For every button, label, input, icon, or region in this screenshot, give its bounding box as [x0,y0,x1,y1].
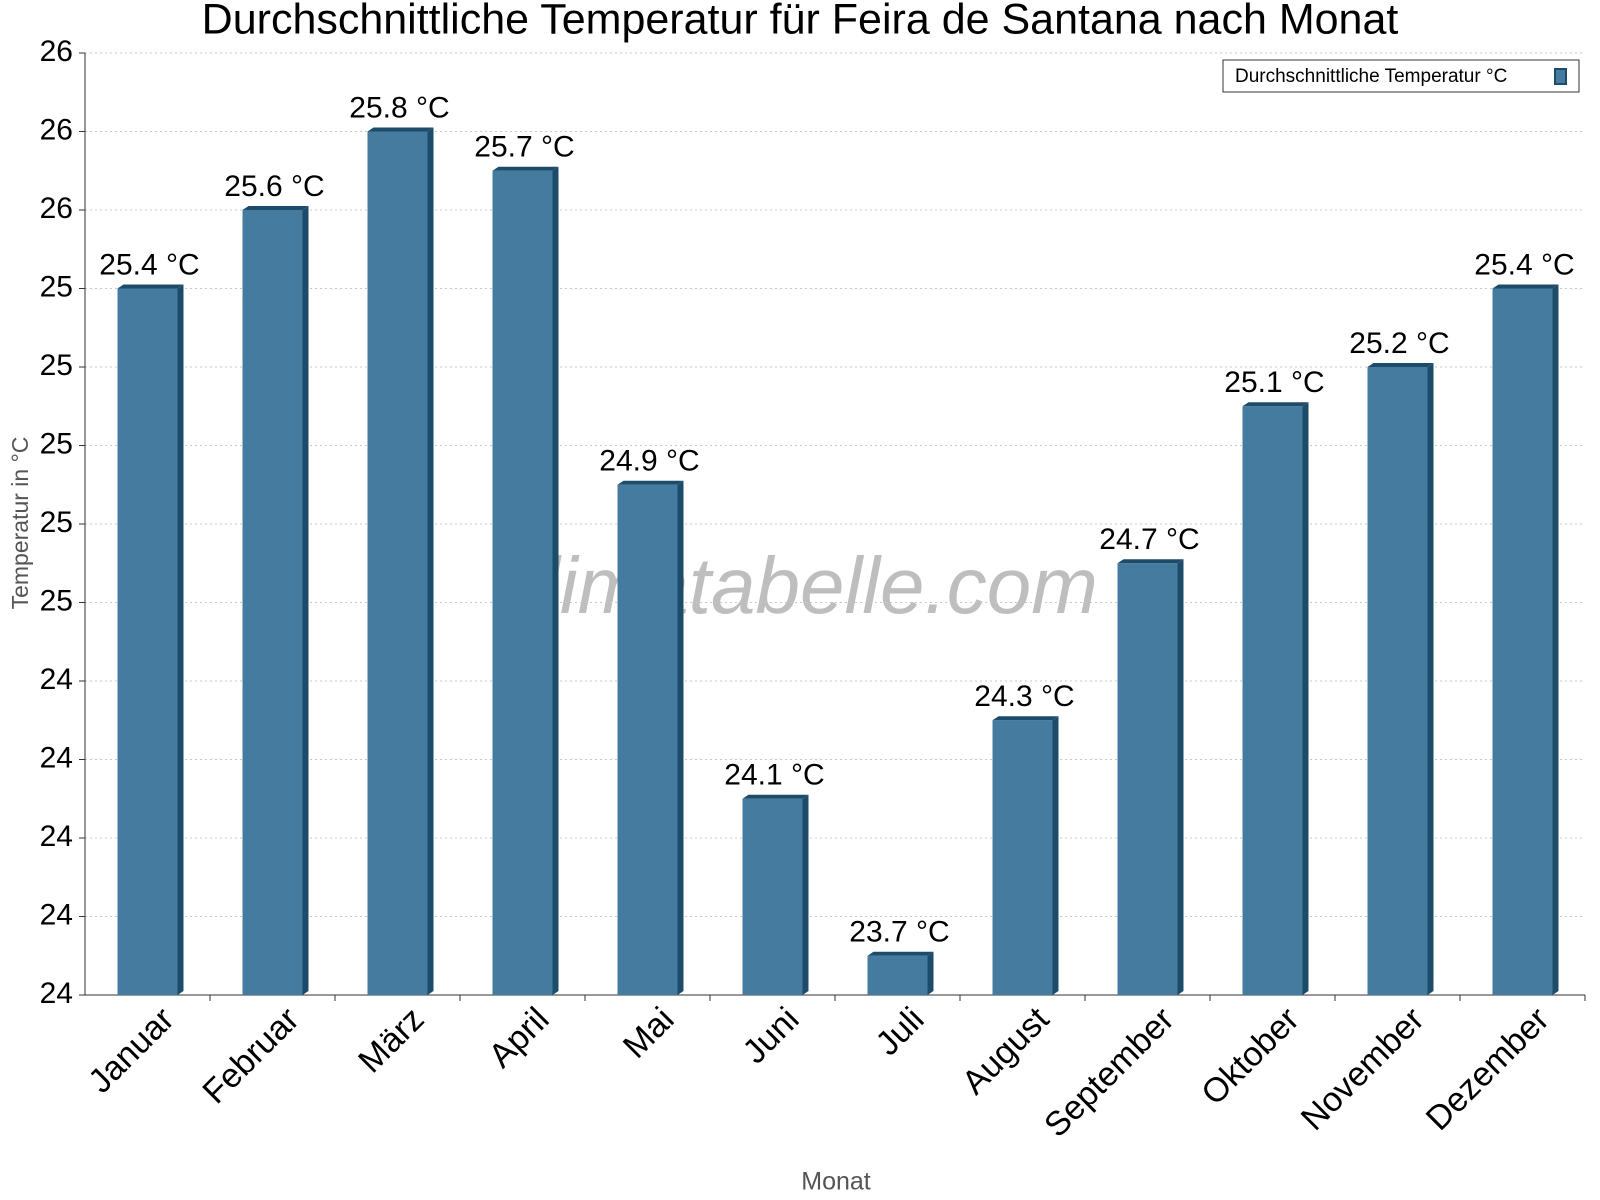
y-tick-label: 26 [40,113,73,146]
y-tick-label: 25 [40,349,73,382]
bar-top [242,206,309,210]
x-tick-label: November [1294,1000,1432,1138]
data-label: 25.8 °C [349,91,449,124]
bar-top [1492,284,1559,289]
y-tick-label: 25 [40,584,73,617]
x-tick-label: Januar [81,1000,181,1100]
bar-top [492,166,559,171]
data-label: 25.4 °C [1474,248,1574,281]
legend-box [1222,59,1580,93]
bar [867,955,928,995]
bar-top [742,794,809,799]
data-label: 24.7 °C [1099,523,1199,556]
y-tick-label: 26 [40,192,73,225]
bar-side [1427,363,1434,995]
bar [242,210,303,995]
data-label: 23.7 °C [849,916,949,949]
y-tick-label: 24 [40,820,73,853]
bar-top [867,951,934,956]
y-tick-label: 24 [40,977,73,1010]
y-tick-label: 25 [40,506,73,539]
x-tick-label: September [1037,1000,1181,1144]
legend-label: Durchschnittliche Temperatur °C [1235,66,1507,87]
bar-side [302,206,309,995]
bar [492,170,553,995]
bar [1117,563,1178,995]
bar [617,484,678,995]
bar-side [1177,559,1184,995]
legend-swatch [1554,68,1567,85]
bar-top [992,716,1059,721]
data-label: 24.3 °C [974,680,1074,713]
x-tick-label: August [955,1000,1057,1102]
bar-side [677,480,684,995]
y-tick-label: 24 [40,741,73,774]
bar [992,720,1053,995]
data-label: 25.6 °C [224,170,324,203]
y-tick-label: 25 [40,427,73,460]
x-tick-label: Februar [195,1000,306,1111]
y-axis-title: Temperatur in °C [7,437,33,610]
bar [742,798,803,995]
x-tick-label: März [351,1000,431,1080]
bar-side [1052,716,1059,995]
bar-top [1367,363,1434,367]
bar-top [1117,559,1184,564]
data-label: 24.1 °C [724,759,824,792]
bar-side [177,284,184,995]
bar-side [427,127,434,995]
bar-top [617,480,684,485]
x-tick-label: Juli [869,1000,932,1063]
bar [1242,406,1303,995]
bar [1492,288,1553,995]
chart-title: Durchschnittliche Temperatur für Feira d… [202,0,1399,43]
bar-side [552,166,559,995]
x-tick-label: Mai [616,1000,682,1066]
y-tick-label: 26 [40,35,73,68]
bar [1367,367,1428,995]
x-tick-label: April [482,1000,557,1075]
bar-top [1242,402,1309,407]
x-axis-title: Monat [801,1168,871,1196]
bar-side [927,951,934,995]
bar [117,288,178,995]
x-tick-label: Oktober [1194,1000,1306,1112]
data-label: 25.7 °C [474,131,574,164]
bar-side [1552,284,1559,995]
x-tick-label: Juni [736,1000,807,1071]
y-tick-label: 24 [40,898,73,931]
data-label: 25.1 °C [1224,366,1324,399]
y-tick-label: 24 [40,663,73,696]
data-label: 24.9 °C [599,445,699,478]
bar [367,131,428,995]
y-tick-label: 25 [40,270,73,303]
data-label: 25.4 °C [99,248,199,281]
watermark: klimatabelle.com [502,541,1098,630]
bar-top [367,127,434,132]
bar-side [802,794,809,995]
bar-top [117,284,184,289]
x-tick-label: Dezember [1419,1000,1557,1138]
bar-side [1302,402,1309,995]
data-label: 25.2 °C [1349,327,1449,360]
